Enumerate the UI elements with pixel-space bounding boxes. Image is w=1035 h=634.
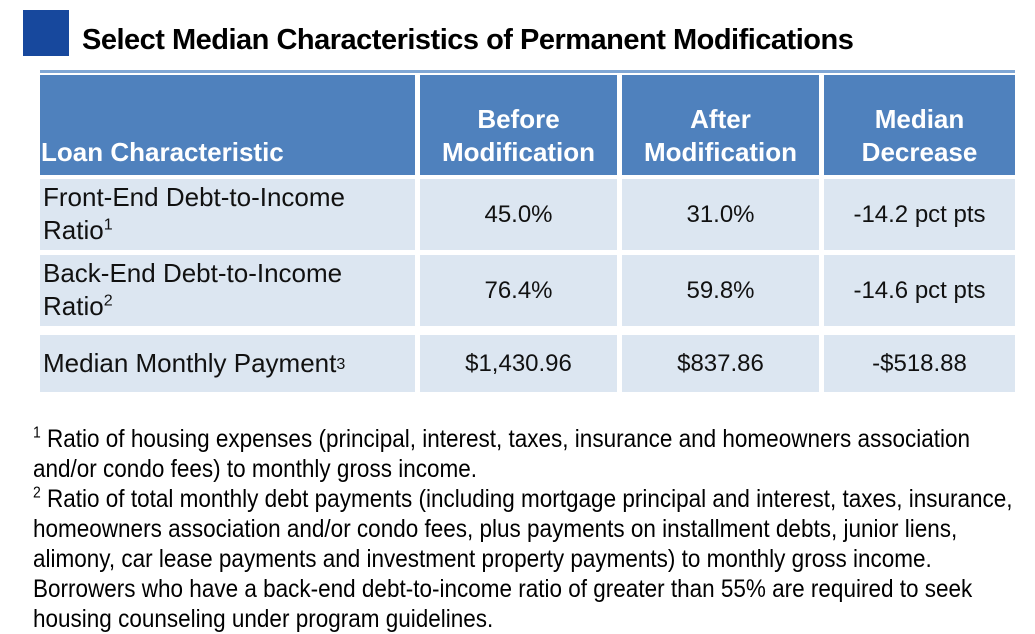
value-after-modification: 59.8%: [622, 255, 819, 326]
value-after-modification: 31.0%: [622, 179, 819, 250]
footnote-1: 1 Ratio of housing expenses (principal, …: [33, 424, 1014, 484]
footnote-text: Ratio of housing expenses (principal, in…: [33, 425, 971, 483]
row-label-text: Median Monthly Payment: [43, 347, 337, 378]
page-title: Select Median Characteristics of Permane…: [82, 24, 854, 56]
table-row-front-end-dti: Front-End Debt-to-Income Ratio1 45.0% 31…: [40, 179, 1015, 250]
row-label: Front-End Debt-to-Income Ratio1: [40, 179, 415, 250]
value-median-decrease: -$518.88: [824, 335, 1015, 392]
footnote-text: Ratio of total monthly debt payments (in…: [33, 485, 1013, 633]
table-header-row: Loan Characteristic Before Modification …: [40, 75, 1015, 175]
table-row-median-monthly-payment: Median Monthly Payment 3 $1,430.96 $837.8…: [40, 335, 1015, 392]
column-header-loan-characteristic: Loan Characteristic: [40, 75, 415, 175]
value-before-modification: 76.4%: [420, 255, 617, 326]
footnote-ref-mark: 2: [103, 291, 113, 310]
row-label-text: Front-End Debt-to-Income Ratio: [43, 182, 346, 246]
table-row-back-end-dti: Back-End Debt-to-Income Ratio2 76.4% 59.…: [40, 255, 1015, 326]
median-characteristics-table: Loan Characteristic Before Modification …: [40, 70, 1015, 392]
footnote-number: 2: [33, 484, 41, 502]
value-before-modification: 45.0%: [420, 179, 617, 250]
column-header-before-modification: Before Modification: [420, 75, 617, 175]
row-label-text: Back-End Debt-to-Income Ratio: [43, 258, 343, 322]
value-median-decrease: -14.2 pct pts: [824, 179, 1015, 250]
footnotes-block: 1 Ratio of housing expenses (principal, …: [33, 424, 1014, 634]
footnote-ref-mark: 1: [103, 215, 113, 234]
title-accent-square: [23, 10, 69, 56]
row-label: Median Monthly Payment 3: [40, 335, 415, 392]
footnote-number: 1: [33, 424, 41, 442]
column-header-after-modification: After Modification: [622, 75, 819, 175]
row-label: Back-End Debt-to-Income Ratio2: [40, 255, 415, 326]
value-after-modification: $837.86: [622, 335, 819, 392]
value-before-modification: $1,430.96: [420, 335, 617, 392]
column-header-median-decrease: Median Decrease: [824, 75, 1015, 175]
table-top-border: [40, 70, 1015, 73]
value-median-decrease: -14.6 pct pts: [824, 255, 1015, 326]
footnote-2: 2 Ratio of total monthly debt payments (…: [33, 484, 1014, 634]
